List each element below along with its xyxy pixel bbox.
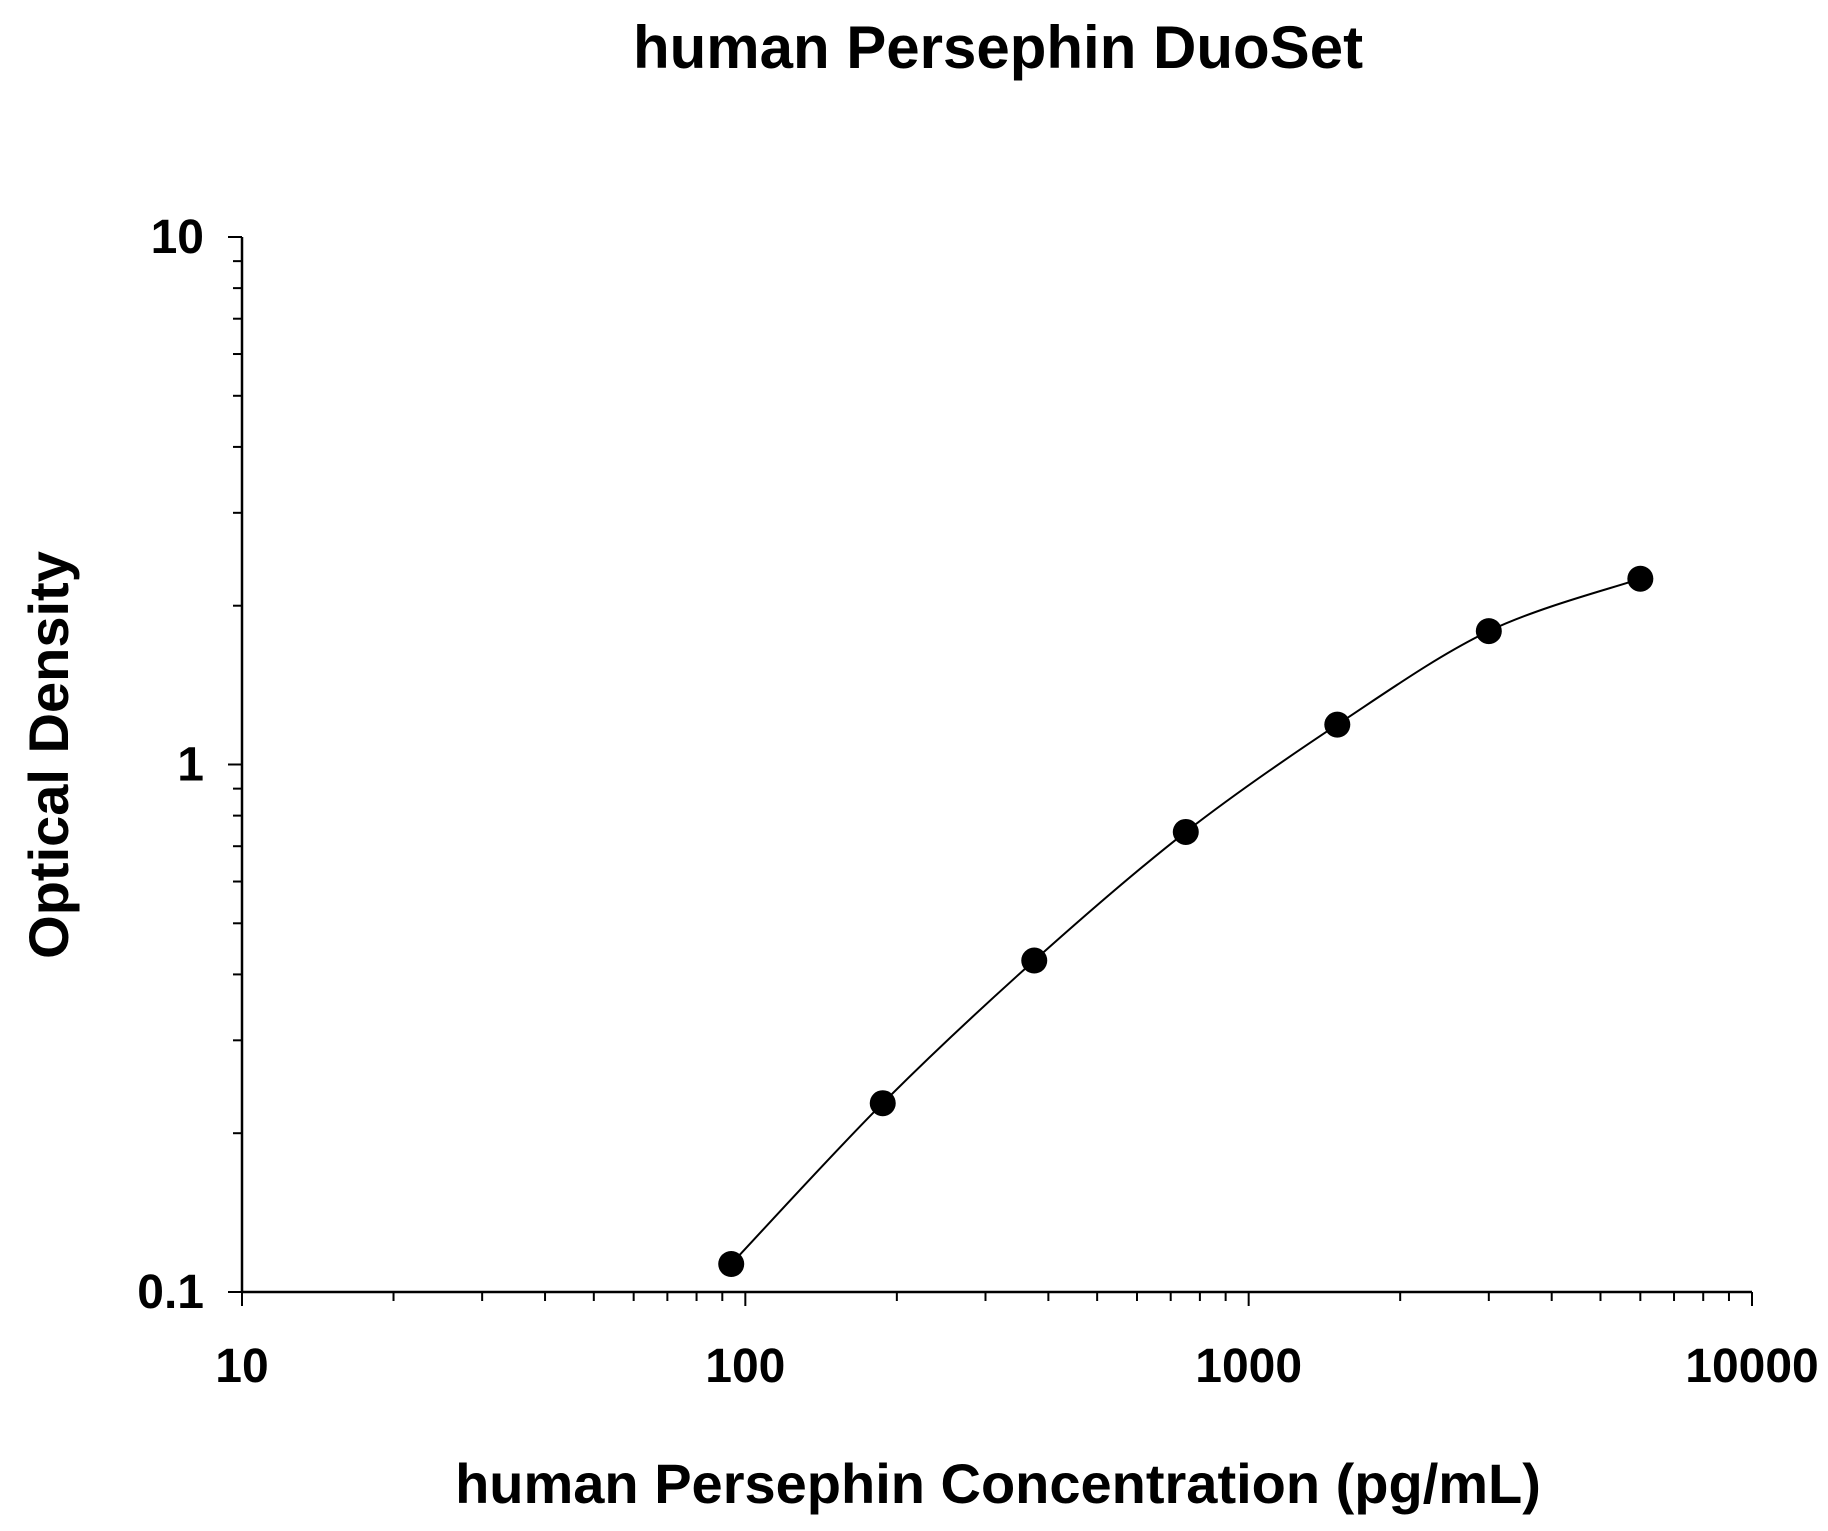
data-points bbox=[718, 565, 1654, 1278]
x-axis-label: human Persephin Concentration (pg/mL) bbox=[455, 1452, 1541, 1515]
x-tick-label: 1000 bbox=[1195, 1340, 1302, 1393]
data-point bbox=[1475, 618, 1502, 645]
y-tick-label: 10 bbox=[151, 211, 204, 264]
axes: 10 100 1000 10000 0.1 1 10 bbox=[137, 211, 1818, 1393]
data-point bbox=[1324, 711, 1351, 738]
x-tick-label: 100 bbox=[705, 1340, 785, 1393]
data-point bbox=[718, 1251, 745, 1278]
chart-title: human Persephin DuoSet bbox=[633, 14, 1363, 81]
data-point bbox=[1172, 818, 1199, 845]
x-tick-label: 10000 bbox=[1685, 1340, 1818, 1393]
y-tick-label: 0.1 bbox=[137, 1266, 204, 1319]
fit-curve-layer bbox=[730, 577, 1641, 1265]
data-point bbox=[1021, 947, 1048, 974]
y-tick-label: 1 bbox=[177, 739, 204, 792]
x-tick-label: 10 bbox=[215, 1340, 268, 1393]
y-axis-label: Optical Density bbox=[17, 551, 80, 959]
data-point bbox=[869, 1090, 896, 1117]
data-point bbox=[1627, 565, 1654, 592]
fit-curve bbox=[730, 577, 1641, 1265]
